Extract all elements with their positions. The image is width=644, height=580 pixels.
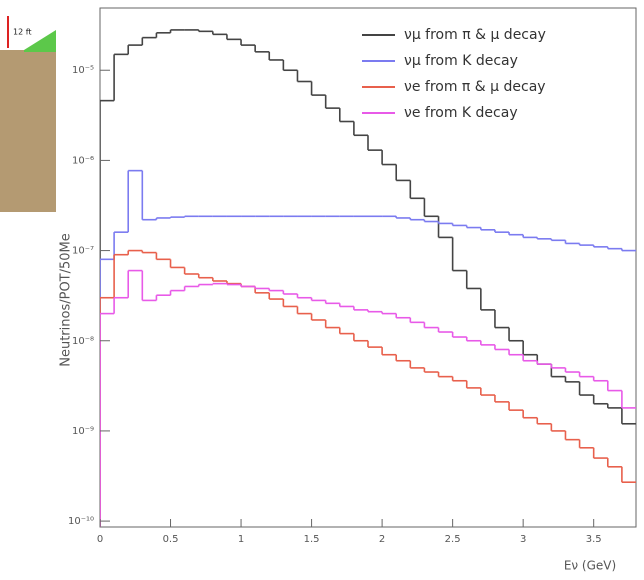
x-tick-label: 2 [379,534,385,545]
y-tick-label: 10⁻⁸ [72,336,94,347]
x-tick-label: 1.5 [304,534,320,545]
legend-label: νμ from K decay [404,53,518,69]
legend-label: νμ from π & μ decay [404,27,546,43]
legend-label: νe from π & μ decay [404,79,546,95]
inset-image: 12 ft [0,0,56,212]
plot-area [100,29,636,527]
step-connector [100,170,623,527]
x-axis-label: Eν (GeV) [564,559,616,573]
y-tick-label: 10⁻⁹ [72,426,94,437]
x-tick-label: 2.5 [445,534,461,545]
step-connector [100,270,623,527]
step-connector [100,29,623,527]
x-tick-label: 0 [97,534,103,545]
y-tick-label: 10⁻¹⁰ [68,516,94,527]
y-tick-label: 10⁻⁷ [72,246,94,257]
inset-label: 12 ft [13,28,32,37]
x-tick-label: 0.5 [163,534,179,545]
y-tick-label: 10⁻⁶ [72,155,94,166]
step-connector [100,250,623,527]
legend-label: νe from K decay [404,105,518,121]
x-tick-label: 3.5 [586,534,602,545]
inset-hill [24,30,56,52]
x-tick-label: 1 [238,534,244,545]
y-axis-label: Neutrinos/POT/50Me [59,233,74,367]
x-tick-label: 3 [520,534,526,545]
y-tick-label: 10⁻⁵ [72,65,94,76]
